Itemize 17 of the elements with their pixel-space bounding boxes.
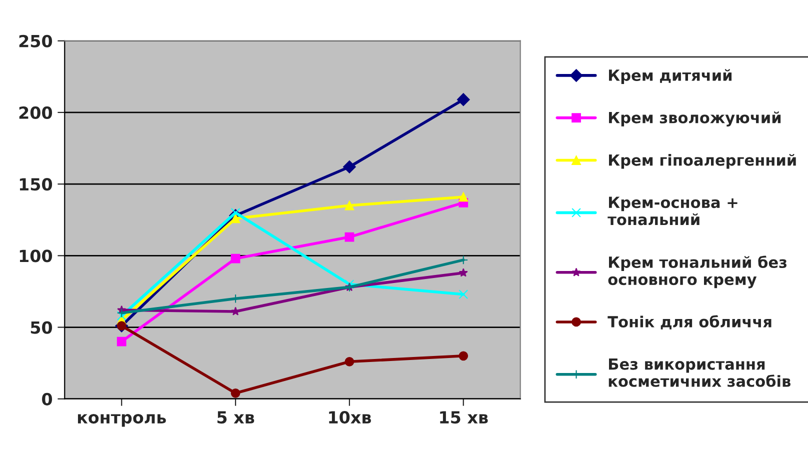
legend-label: Крем зволожуючий [609, 111, 781, 126]
y-tick-label: 150 [20, 178, 52, 191]
legend-label: Крем гіпоалергенний [609, 154, 796, 169]
legend-label: Крем дитячий [609, 69, 732, 84]
legend-label: Без використання косметичних засобів [608, 358, 790, 387]
y-tick-label: 50 [30, 321, 52, 334]
x-tick-label: 15 хв [440, 411, 488, 424]
legend-label: Крем тональний без основного крему [608, 256, 786, 288]
x-tick-label: 5 хв [217, 411, 254, 424]
y-tick-label: 200 [19, 106, 52, 120]
y-tick-label: 0 [42, 392, 52, 406]
y-tick-label: 250 [19, 34, 52, 48]
legend-label: Тонік для обличчя [608, 315, 772, 330]
y-tick-label: 100 [20, 250, 52, 262]
legend-label: Крем-основа + тональний [608, 196, 738, 226]
x-tick-label: 10хв [329, 410, 371, 424]
x-tick-label: контроль [78, 414, 166, 427]
